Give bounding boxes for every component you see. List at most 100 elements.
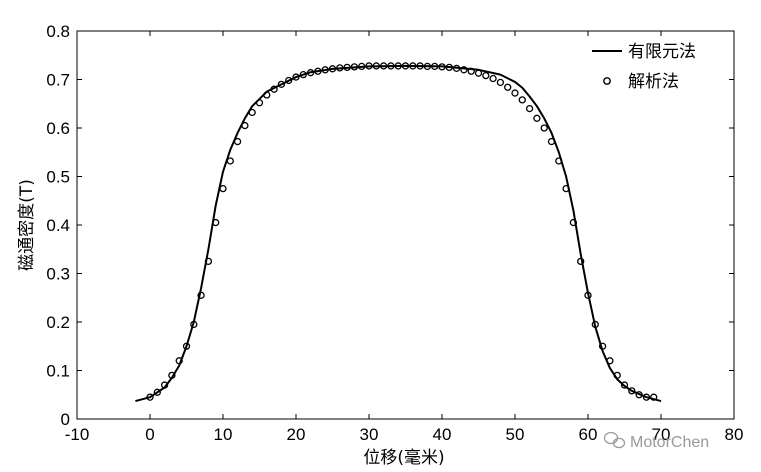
series-point-analytic bbox=[336, 64, 344, 72]
series-point-analytic bbox=[226, 157, 234, 165]
watermark: MotorChen bbox=[603, 431, 709, 451]
series-point-analytic bbox=[328, 65, 337, 73]
series-point-analytic bbox=[233, 137, 242, 146]
series-point-analytic bbox=[423, 62, 432, 71]
series-point-analytic bbox=[350, 63, 359, 71]
series-point-analytic bbox=[321, 66, 329, 74]
watermark-text: MotorChen bbox=[630, 434, 709, 451]
series-point-analytic bbox=[569, 218, 578, 227]
series-point-analytic bbox=[197, 291, 205, 299]
x-tick-label: 80 bbox=[725, 425, 744, 444]
series-point-analytic bbox=[452, 64, 461, 72]
series-point-analytic bbox=[248, 108, 256, 117]
series-layer bbox=[135, 62, 662, 403]
x-tick-label: 10 bbox=[214, 425, 233, 444]
series-point-analytic bbox=[387, 62, 395, 70]
series-point-analytic bbox=[409, 62, 417, 70]
y-tick-label: 0.2 bbox=[46, 313, 70, 332]
legend-marker-sample bbox=[603, 77, 611, 85]
x-tick-label: 70 bbox=[652, 425, 671, 444]
series-point-analytic bbox=[160, 381, 169, 389]
x-axis-label: 位移(毫米) bbox=[363, 448, 444, 468]
series-point-analytic bbox=[358, 62, 366, 71]
series-point-analytic bbox=[511, 89, 519, 97]
legend-label-fem: 有限元法 bbox=[628, 42, 696, 62]
series-point-analytic bbox=[212, 218, 220, 227]
wechat-icon bbox=[603, 431, 626, 449]
series-point-analytic bbox=[277, 80, 286, 88]
x-tick-label: 20 bbox=[287, 425, 306, 444]
series-point-analytic bbox=[292, 73, 300, 81]
x-tick-label: -10 bbox=[65, 425, 90, 444]
x-tick-label: 60 bbox=[579, 425, 598, 444]
series-point-analytic bbox=[445, 63, 453, 72]
series-point-analytic bbox=[460, 66, 468, 74]
series-point-analytic bbox=[584, 291, 592, 299]
y-tick-label: 0 bbox=[61, 410, 70, 429]
series-point-analytic bbox=[489, 74, 497, 83]
x-axis: -10 0 10 20 30 40 50 60 70 80 bbox=[65, 31, 744, 444]
series-point-analytic bbox=[482, 71, 490, 80]
series-point-analytic bbox=[642, 393, 651, 401]
series-point-analytic bbox=[343, 63, 351, 72]
y-tick-label: 0.4 bbox=[46, 216, 70, 235]
series-point-analytic bbox=[175, 357, 183, 365]
y-tick-label: 0.1 bbox=[46, 362, 70, 381]
series-point-analytic bbox=[219, 184, 227, 193]
series-point-analytic bbox=[474, 69, 483, 77]
y-tick-label: 0.7 bbox=[46, 71, 70, 90]
series-point-analytic bbox=[416, 62, 424, 70]
x-tick-label: 0 bbox=[145, 425, 154, 444]
legend: 有限元法 解析法 bbox=[592, 42, 696, 92]
series-point-analytic bbox=[146, 393, 154, 401]
series-point-analytic bbox=[628, 387, 636, 395]
series-point-analytic bbox=[555, 157, 563, 165]
series-point-analytic bbox=[168, 371, 176, 380]
series-point-analytic bbox=[504, 83, 512, 91]
series-point-analytic bbox=[547, 137, 556, 146]
series-point-analytic bbox=[467, 67, 475, 75]
series-point-analytic bbox=[401, 62, 410, 70]
series-point-analytic bbox=[650, 393, 658, 401]
series-point-analytic bbox=[635, 391, 643, 399]
series-point-analytic bbox=[263, 91, 271, 99]
series-point-analytic bbox=[153, 388, 161, 396]
series-point-analytic bbox=[182, 342, 191, 350]
series-point-analytic bbox=[562, 184, 570, 193]
series-point-analytic bbox=[190, 320, 198, 329]
x-tick-label: 40 bbox=[433, 425, 452, 444]
series-point-analytic bbox=[598, 342, 607, 350]
series-point-analytic bbox=[577, 257, 585, 266]
series-point-analytic bbox=[285, 76, 293, 85]
series-point-analytic bbox=[255, 99, 264, 107]
series-point-analytic bbox=[314, 67, 322, 75]
series-point-analytic bbox=[306, 69, 315, 77]
series-point-analytic bbox=[379, 62, 388, 70]
y-tick-label: 0.5 bbox=[46, 168, 70, 187]
y-axis-label: 磁通密度(T) bbox=[17, 179, 37, 271]
series-point-analytic bbox=[518, 96, 526, 104]
y-tick-label: 0.6 bbox=[46, 119, 70, 138]
series-point-analytic bbox=[613, 371, 621, 380]
series-point-analytic bbox=[438, 63, 446, 71]
series-point-analytic bbox=[620, 381, 629, 389]
series-point-analytic bbox=[372, 62, 380, 70]
series-point-analytic bbox=[431, 62, 439, 71]
series-line-fem bbox=[135, 64, 662, 403]
series-point-analytic bbox=[496, 78, 505, 87]
y-axis: 0 0.1 0.2 0.3 0.4 0.5 0.6 0.7 0.8 bbox=[46, 22, 734, 429]
series-point-analytic bbox=[540, 124, 548, 132]
series-point-analytic bbox=[241, 121, 249, 130]
series-point-analytic bbox=[394, 62, 402, 70]
series-point-analytic bbox=[299, 71, 307, 79]
series-point-analytic bbox=[270, 85, 278, 93]
series-point-analytic bbox=[525, 104, 534, 113]
series-point-analytic bbox=[204, 257, 213, 266]
legend-label-analytic: 解析法 bbox=[628, 72, 679, 92]
y-tick-label: 0.8 bbox=[46, 22, 70, 41]
y-tick-label: 0.3 bbox=[46, 265, 70, 284]
series-point-analytic bbox=[591, 320, 599, 329]
x-tick-label: 30 bbox=[360, 425, 379, 444]
